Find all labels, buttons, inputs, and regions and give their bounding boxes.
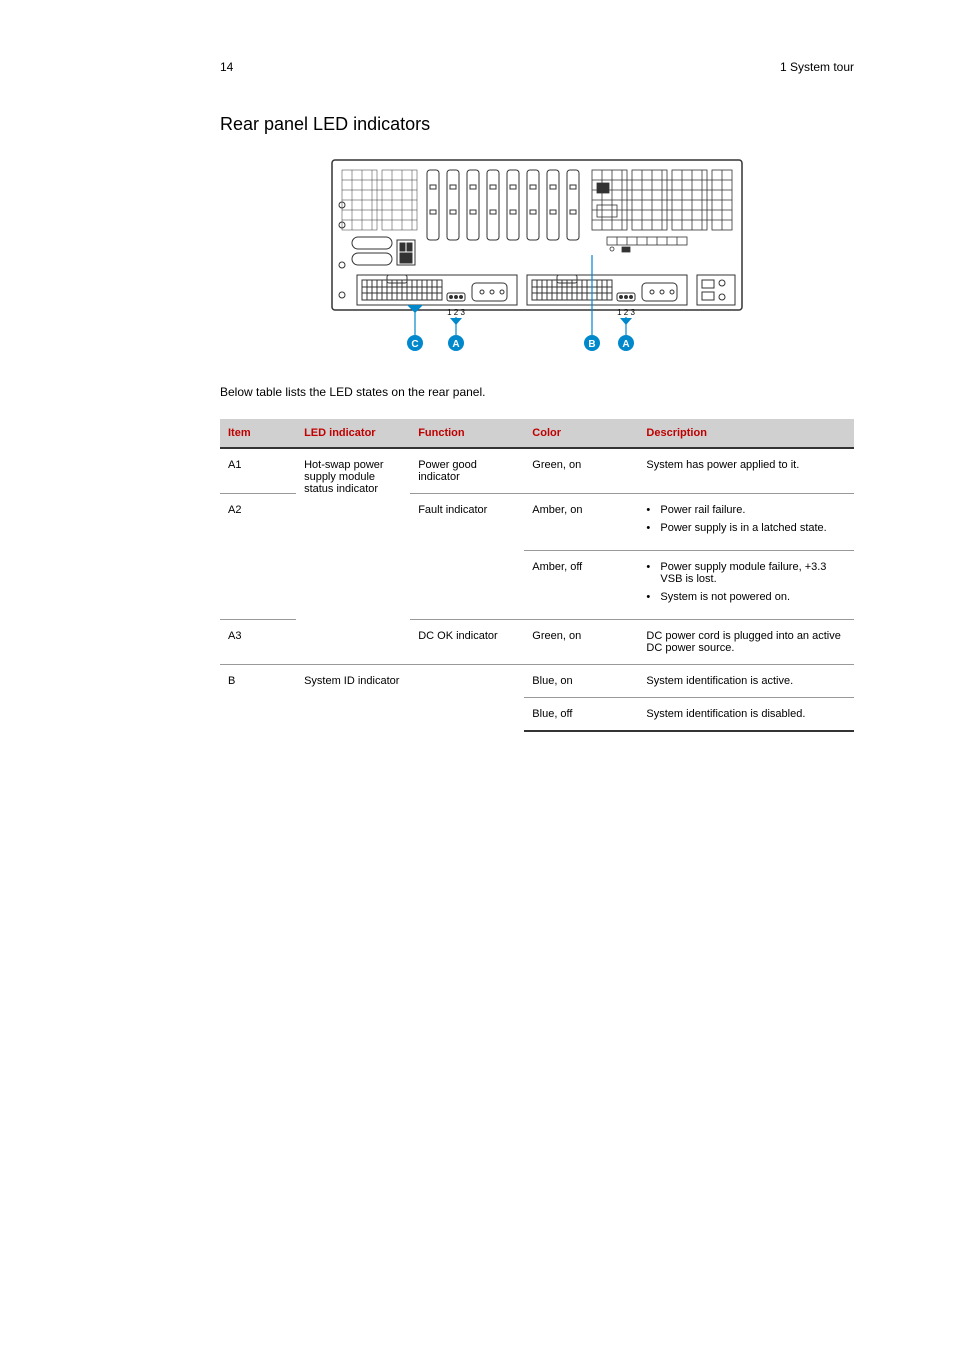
rear-panel-diagram: 1 2 3 1 2 3 C A B	[220, 155, 854, 355]
cell-description: System identification is disabled.	[638, 698, 854, 732]
cell-description: System has power applied to it.	[638, 448, 854, 494]
cell-item: A1	[220, 448, 296, 494]
table-caption: Below table lists the LED states on the …	[220, 385, 854, 399]
table-row: A1 Hot-swap power supply module status i…	[220, 448, 854, 494]
header-description: Description	[638, 419, 854, 448]
table-row: B System ID indicator Blue, on System id…	[220, 665, 854, 698]
table-header-row: Item LED indicator Function Color Descri…	[220, 419, 854, 448]
callout-a-right: A	[622, 339, 629, 350]
rear-panel-svg: 1 2 3 1 2 3 C A B	[327, 155, 747, 355]
desc-bullet: System is not powered on.	[646, 591, 846, 603]
led-numbers-right: 1 2 3	[617, 308, 635, 317]
header-item: Item	[220, 419, 296, 448]
cell-function: Power good indicator	[410, 448, 524, 494]
cell-color: Blue, on	[524, 665, 638, 698]
cell-description: DC power cord is plugged into an active …	[638, 620, 854, 665]
led-numbers-left: 1 2 3	[447, 308, 465, 317]
page-number: 14	[220, 60, 233, 74]
cell-color: Blue, off	[524, 698, 638, 732]
cell-item: A3	[220, 620, 296, 665]
callout-a-left: A	[452, 339, 459, 350]
cell-function: DC OK indicator	[410, 620, 524, 665]
cell-color: Amber, off	[524, 551, 638, 620]
desc-bullet: Power rail failure.	[646, 504, 846, 516]
desc-bullet: Power supply module failure, +3.3 VSB is…	[646, 561, 846, 585]
cell-description: Power rail failure. Power supply is in a…	[638, 494, 854, 551]
desc-bullet: Power supply is in a latched state.	[646, 522, 846, 534]
chapter-name: 1 System tour	[780, 60, 854, 74]
cell-color: Amber, on	[524, 494, 638, 551]
cell-color: Green, on	[524, 448, 638, 494]
page-header: 14 1 System tour	[220, 60, 854, 74]
cell-function: Fault indicator	[410, 494, 524, 620]
section-title: Rear panel LED indicators	[220, 114, 854, 135]
callout-b: B	[588, 339, 595, 350]
cell-description: System identification is active.	[638, 665, 854, 698]
callout-c: C	[411, 339, 418, 350]
header-led: LED indicator	[296, 419, 410, 448]
cell-item: A2	[220, 494, 296, 620]
cell-description: Power supply module failure, +3.3 VSB is…	[638, 551, 854, 620]
cell-function	[410, 665, 524, 732]
led-indicator-table: Item LED indicator Function Color Descri…	[220, 419, 854, 732]
header-color: Color	[524, 419, 638, 448]
cell-led: Hot-swap power supply module status indi…	[296, 448, 410, 665]
header-function: Function	[410, 419, 524, 448]
cell-led: System ID indicator	[296, 665, 410, 732]
cell-color: Green, on	[524, 620, 638, 665]
cell-item: B	[220, 665, 296, 732]
